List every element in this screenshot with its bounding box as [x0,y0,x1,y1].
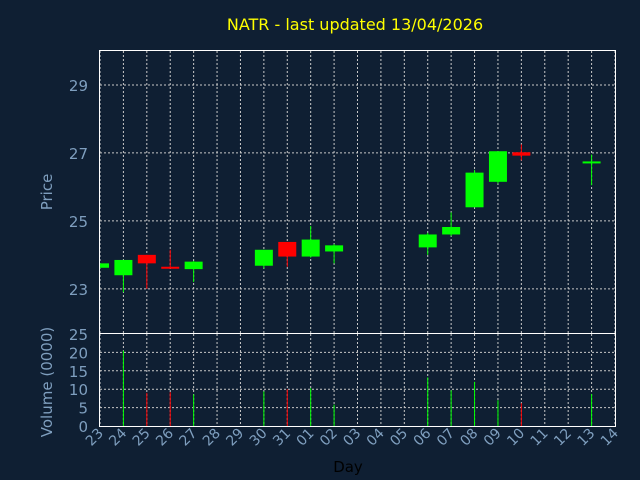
price-candles [99,144,601,293]
price-tick-label: 23 [69,281,88,299]
x-tick-label: 08 [457,426,481,450]
x-tick-label: 25 [130,426,154,450]
volume-grid [99,334,616,426]
candle-body [488,151,507,182]
x-axis: 23 24 25 26 27 28 29 30 31 01 02 03 04 05 06 07 08 09 10 11… [83,425,622,449]
x-tick-label: 11 [528,426,552,450]
volume-panel-frame [99,333,616,427]
x-tick-label: 29 [223,426,247,450]
candle-body [465,172,484,208]
candle-body [161,266,180,269]
x-tick-label: 24 [106,425,130,449]
candle-body [442,226,461,235]
x-tick-label: 31 [270,426,294,450]
candle-body [418,234,437,248]
x-tick-label: 27 [177,426,201,450]
x-tick-label: 26 [153,425,177,449]
price-tick-label: 25 [69,213,88,231]
x-tick-label: 10 [504,426,528,450]
candle-body [100,263,109,268]
candle-body [325,245,344,252]
price-panel: 23 25 27 29 Price [38,50,616,334]
candle-body [254,249,273,266]
price-tick-label: 27 [69,145,88,163]
candle-body [184,261,203,270]
x-tick-label: 05 [387,426,411,450]
volume-tick-label: 20 [69,344,88,362]
x-tick-label: 07 [434,426,458,450]
x-tick-label: 09 [481,426,505,450]
x-tick-label: 06 [411,425,435,449]
volume-tick-label: 0 [78,418,88,436]
volume-tick-label: 5 [78,400,88,418]
candle-body [137,254,156,264]
x-tick-label: 03 [340,426,364,450]
x-tick-label: 12 [551,426,575,450]
price-tick-label: 29 [69,77,88,95]
volume-tick-label: 15 [69,363,88,381]
candle-body [301,239,320,257]
candle-body [278,241,297,257]
volume-axis-label: Volume (0000) [38,327,56,437]
volume-bars [122,350,593,426]
candle-body [114,259,133,276]
x-tick-label: 14 [598,425,622,449]
price-axis-label: Price [38,174,56,211]
x-tick-label: 28 [200,426,224,450]
x-axis-label: Day [333,458,363,476]
x-tick-label: 02 [317,426,341,450]
chart-title: NATR - last updated 13/04/2026 [227,15,483,34]
x-tick-label: 01 [294,426,318,450]
price-y-axis: 23 25 27 29 [69,77,88,299]
x-tick-label: 13 [574,426,598,450]
price-grid [99,51,616,333]
candle-body [582,161,601,164]
candle-body [512,152,531,156]
x-tick-label: 04 [364,425,388,449]
x-tick-label: 30 [247,426,271,450]
volume-tick-label: 25 [69,326,88,344]
volume-tick-label: 10 [69,381,88,399]
